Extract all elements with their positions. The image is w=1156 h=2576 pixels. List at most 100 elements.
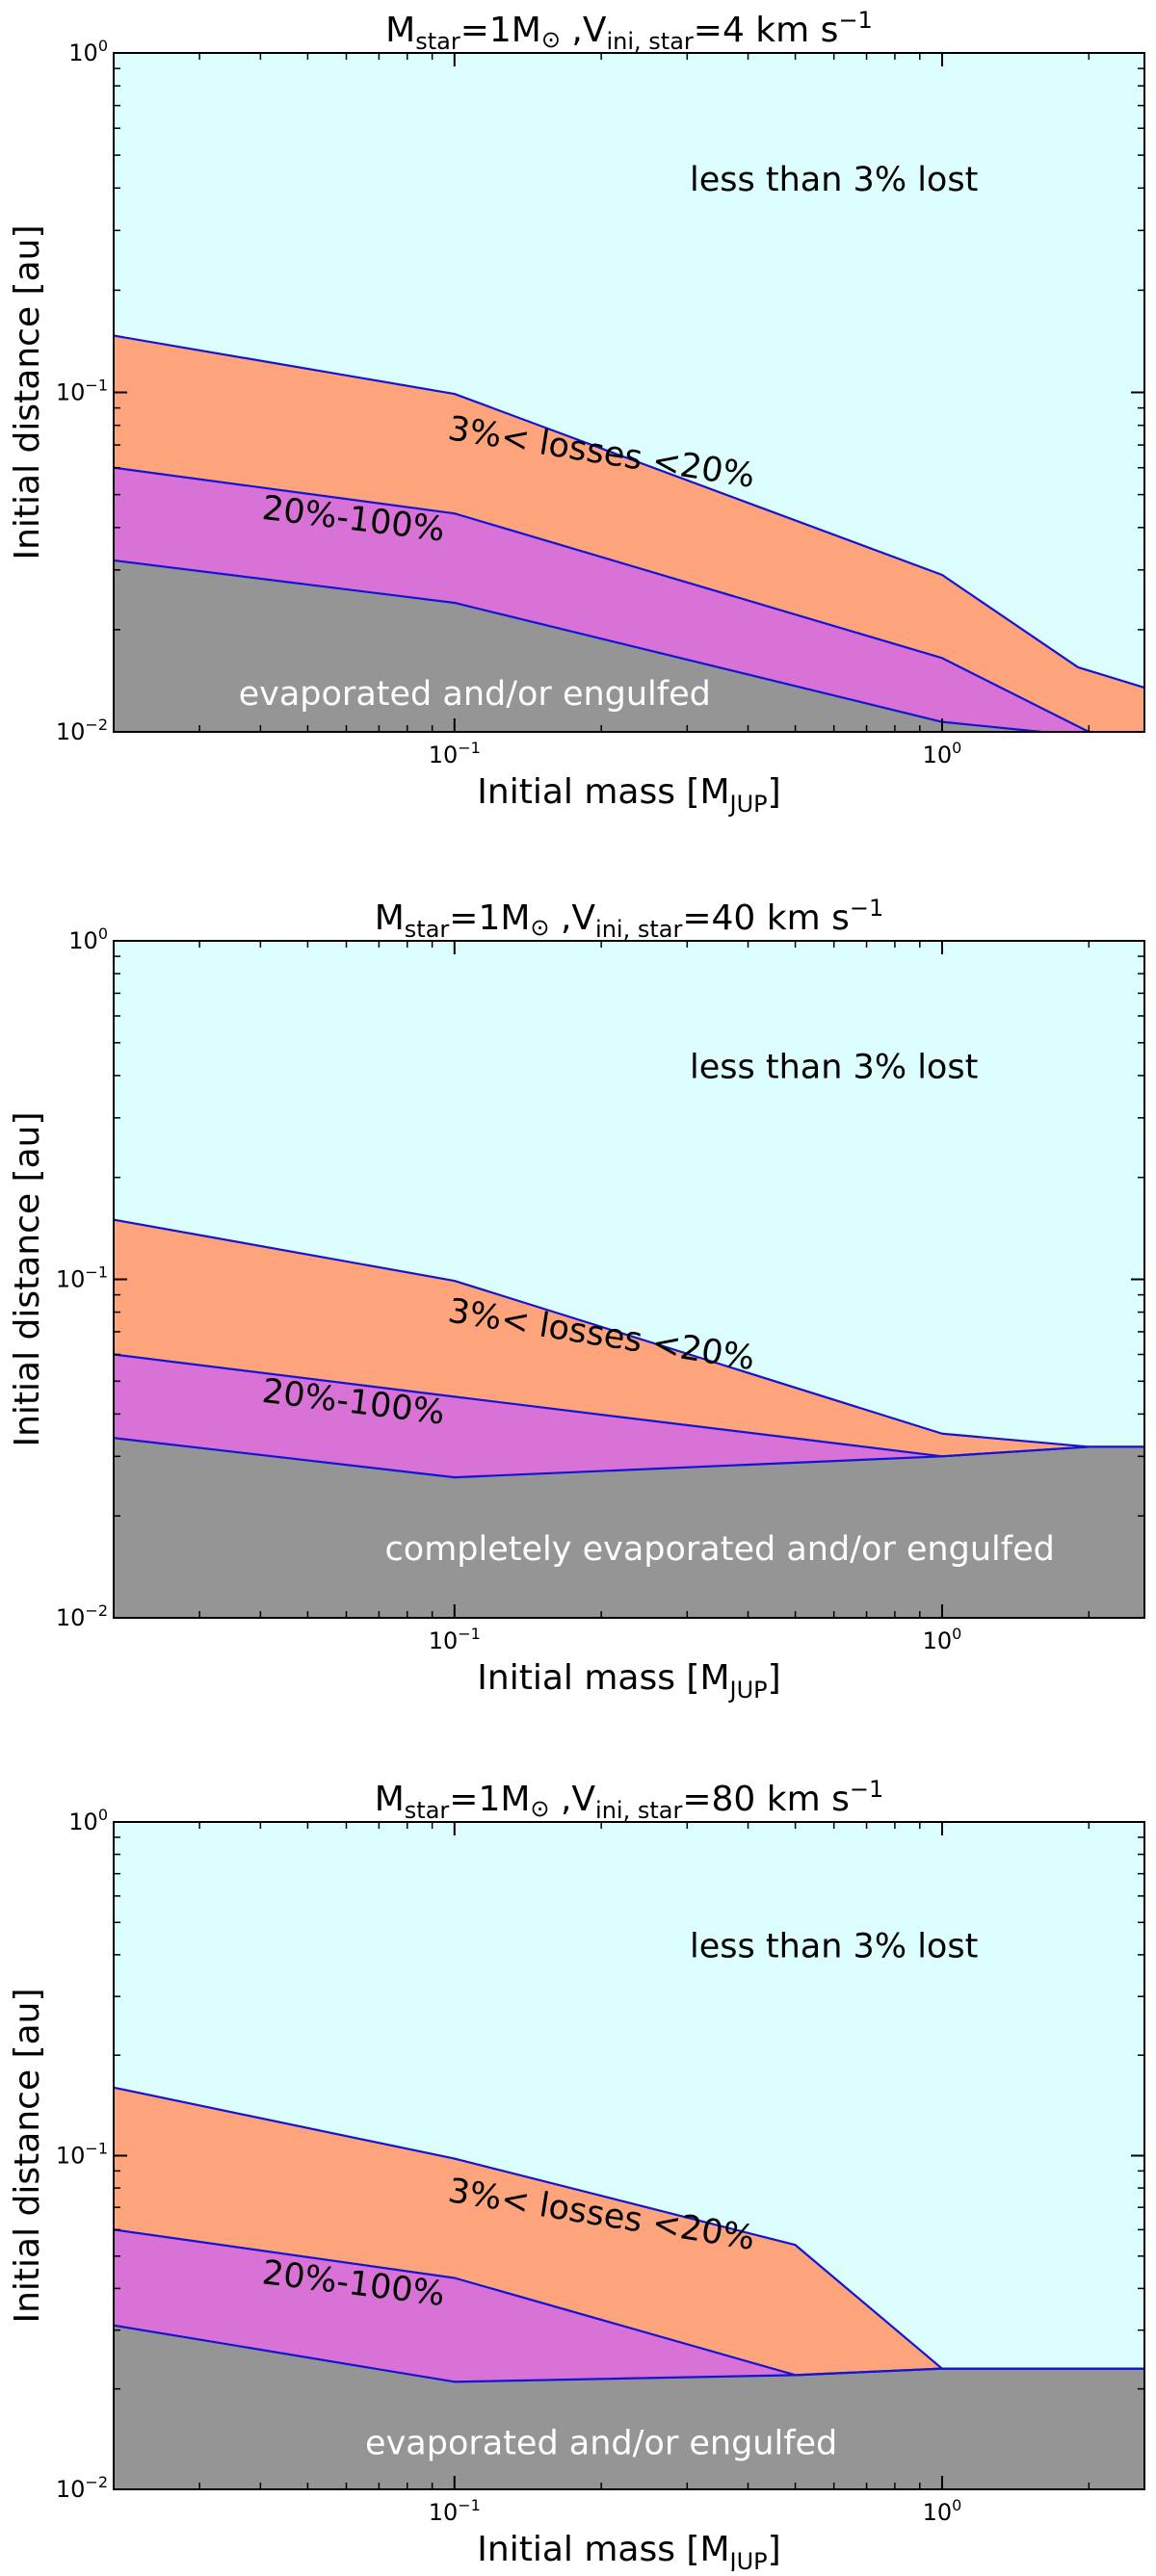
x-axis-label: Initial mass [MJUP] [477, 772, 780, 818]
title-mass-symbol: M [385, 11, 415, 50]
x-axis-label-close: ] [768, 2530, 781, 2569]
region-loss-20-100 [114, 2229, 1144, 2382]
region-loss-3-20 [114, 2087, 1144, 2376]
y-tick-base: 10 [56, 718, 86, 745]
x-axis-label-subscript: JUP [728, 1677, 768, 1704]
x-tick-base: 10 [429, 742, 459, 768]
x-axis-label-subscript: JUP [728, 791, 768, 818]
chart-title: Mstar=1M⊙ ,Vini, star=80 km s−1 [375, 1776, 884, 1824]
region-evaporated [114, 1438, 1144, 1618]
x-axis-label: Initial mass [MJUP] [477, 2530, 780, 2571]
x-tick-exponent: 0 [952, 2496, 961, 2514]
y-tick-label-3: 100 [68, 37, 108, 66]
chart-title: Mstar=1M⊙ ,Vini, star=4 km s−1 [385, 7, 873, 55]
y-tick-base: 10 [56, 1604, 86, 1631]
region-label-1: less than 3% lost [690, 1048, 978, 1086]
title-mass-symbol: M [375, 898, 405, 938]
x-tick-exponent: 0 [952, 1625, 961, 1643]
title-mass-subscript: star [405, 916, 450, 943]
y-axis-label: Initial distance [au] [8, 224, 47, 559]
region-evaporated [114, 2325, 1144, 2489]
title-velocity-subscript: ini, star [595, 1797, 682, 1824]
title-mass-value: =1M [449, 898, 530, 938]
y-tick-label-3: 100 [68, 924, 108, 954]
y-tick-exponent: 0 [98, 924, 108, 943]
title-unit-exponent: −1 [850, 895, 883, 922]
y-tick-base: 10 [56, 1266, 86, 1293]
region-label-4: evaporated and/or engulfed [239, 675, 711, 714]
x-tick-base: 10 [429, 2499, 459, 2526]
title-mass-value: =1M [460, 11, 541, 50]
boundary-line-3 [114, 1437, 1144, 1479]
region-label-1: less than 3% lost [690, 161, 978, 199]
y-axis-label: Initial distance [au] [8, 1988, 47, 2323]
title-velocity-subscript: ini, star [595, 916, 682, 943]
y-tick-exponent: −1 [85, 377, 108, 395]
region-bands [114, 2087, 1144, 2489]
y-tick-base: 10 [56, 379, 86, 406]
x-tick-label-2: 100 [923, 2496, 962, 2526]
y-tick-label-3: 100 [68, 1806, 108, 1835]
region-label-4: completely evaporated and/or engulfed [385, 1530, 1055, 1569]
boundary-lines [114, 1218, 1144, 1479]
y-tick-exponent: −2 [85, 716, 108, 734]
boundary-line-2 [114, 466, 1090, 732]
title-sun-symbol: ⊙ [530, 914, 549, 941]
x-axis-label-main: Initial mass [M [477, 1658, 729, 1698]
x-axis-label-close: ] [768, 772, 781, 812]
y-tick-label-1: 10−2 [56, 2473, 108, 2503]
x-tick-exponent: −1 [458, 2496, 481, 2514]
title-velocity-subscript: ini, star [607, 28, 694, 55]
x-tick-base: 10 [923, 742, 953, 768]
region-label-1: less than 3% lost [690, 1928, 978, 1966]
title-unit-exponent: −1 [838, 7, 872, 34]
y-tick-base: 10 [68, 1808, 98, 1835]
region-loss-3-20 [114, 335, 1144, 732]
region-loss-20-100 [114, 467, 1144, 732]
title-mass-subscript: star [415, 28, 460, 55]
y-tick-base: 10 [68, 927, 98, 954]
title-velocity-symbol: ,V [561, 11, 607, 50]
y-axis-label: Initial distance [au] [8, 1111, 47, 1446]
y-tick-label-2: 10−1 [56, 377, 108, 406]
x-axis-label: Initial mass [MJUP] [477, 1658, 780, 1704]
x-axis-label-main: Initial mass [M [477, 2530, 729, 2569]
x-tick-label-2: 100 [923, 739, 962, 768]
title-sun-symbol: ⊙ [541, 26, 561, 53]
title-velocity-symbol: ,V [550, 898, 596, 938]
title-unit-exponent: −1 [850, 1776, 883, 1803]
y-tick-label-1: 10−2 [56, 1601, 108, 1631]
y-tick-label-1: 10−2 [56, 716, 108, 745]
title-velocity-value: =80 km s [682, 1780, 850, 1819]
title-velocity-symbol: ,V [550, 1780, 596, 1819]
x-tick-label-1: 10−1 [429, 1625, 481, 1654]
y-tick-exponent: 0 [98, 1806, 108, 1824]
y-tick-base: 10 [56, 2476, 86, 2503]
title-velocity-value: =4 km s [694, 11, 839, 50]
region-loss-20-100 [114, 1354, 1144, 1478]
boundary-lines [114, 2086, 1144, 2383]
y-tick-exponent: −1 [85, 2140, 108, 2158]
x-tick-label-1: 10−1 [429, 739, 481, 768]
title-sun-symbol: ⊙ [530, 1795, 549, 1822]
y-tick-exponent: −1 [85, 1263, 108, 1282]
x-axis-label-main: Initial mass [M [477, 772, 729, 812]
x-axis-label-subscript: JUP [728, 2548, 768, 2571]
boundary-line-3 [114, 559, 1042, 732]
x-axis-label-close: ] [768, 1658, 781, 1698]
x-tick-exponent: −1 [458, 739, 481, 757]
region-label-4: evaporated and/or engulfed [365, 2425, 837, 2463]
x-tick-label-1: 10−1 [429, 2496, 481, 2526]
x-tick-base: 10 [923, 1627, 953, 1654]
boundary-line-1 [114, 334, 1144, 690]
x-tick-label-2: 100 [923, 1625, 962, 1654]
x-tick-base: 10 [429, 1627, 459, 1654]
region-loss-3-20 [114, 1219, 1144, 1457]
title-mass-symbol: M [375, 1780, 405, 1819]
region-bands [114, 1219, 1144, 1618]
x-tick-base: 10 [923, 2499, 953, 2526]
y-tick-label-2: 10−1 [56, 2140, 108, 2170]
